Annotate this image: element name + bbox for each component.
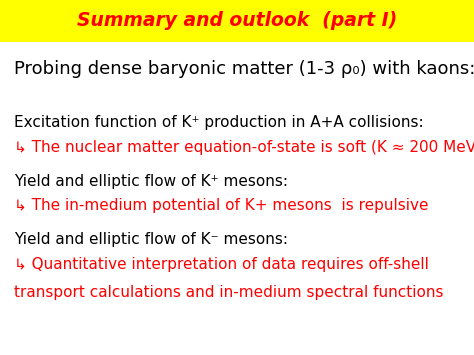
Text: ↳ The nuclear matter equation-of-state is soft (K ≈ 200 MeV): ↳ The nuclear matter equation-of-state i… xyxy=(14,140,474,155)
Text: transport calculations and in-medium spectral functions: transport calculations and in-medium spe… xyxy=(14,285,444,300)
Text: Probing dense baryonic matter (1-3 ρ₀) with kaons:: Probing dense baryonic matter (1-3 ρ₀) w… xyxy=(14,60,474,78)
Text: ↳ The in-medium potential of K+ mesons  is repulsive: ↳ The in-medium potential of K+ mesons i… xyxy=(14,198,428,213)
Text: Yield and elliptic flow of K⁺ mesons:: Yield and elliptic flow of K⁺ mesons: xyxy=(14,174,288,189)
Text: Excitation function of K⁺ production in A+A collisions:: Excitation function of K⁺ production in … xyxy=(14,115,424,130)
Text: Yield and elliptic flow of K⁻ mesons:: Yield and elliptic flow of K⁻ mesons: xyxy=(14,232,288,247)
FancyBboxPatch shape xyxy=(0,0,474,42)
Text: ↳ Quantitative interpretation of data requires off-shell: ↳ Quantitative interpretation of data re… xyxy=(14,257,429,272)
Text: Summary and outlook  (part I): Summary and outlook (part I) xyxy=(77,11,397,31)
